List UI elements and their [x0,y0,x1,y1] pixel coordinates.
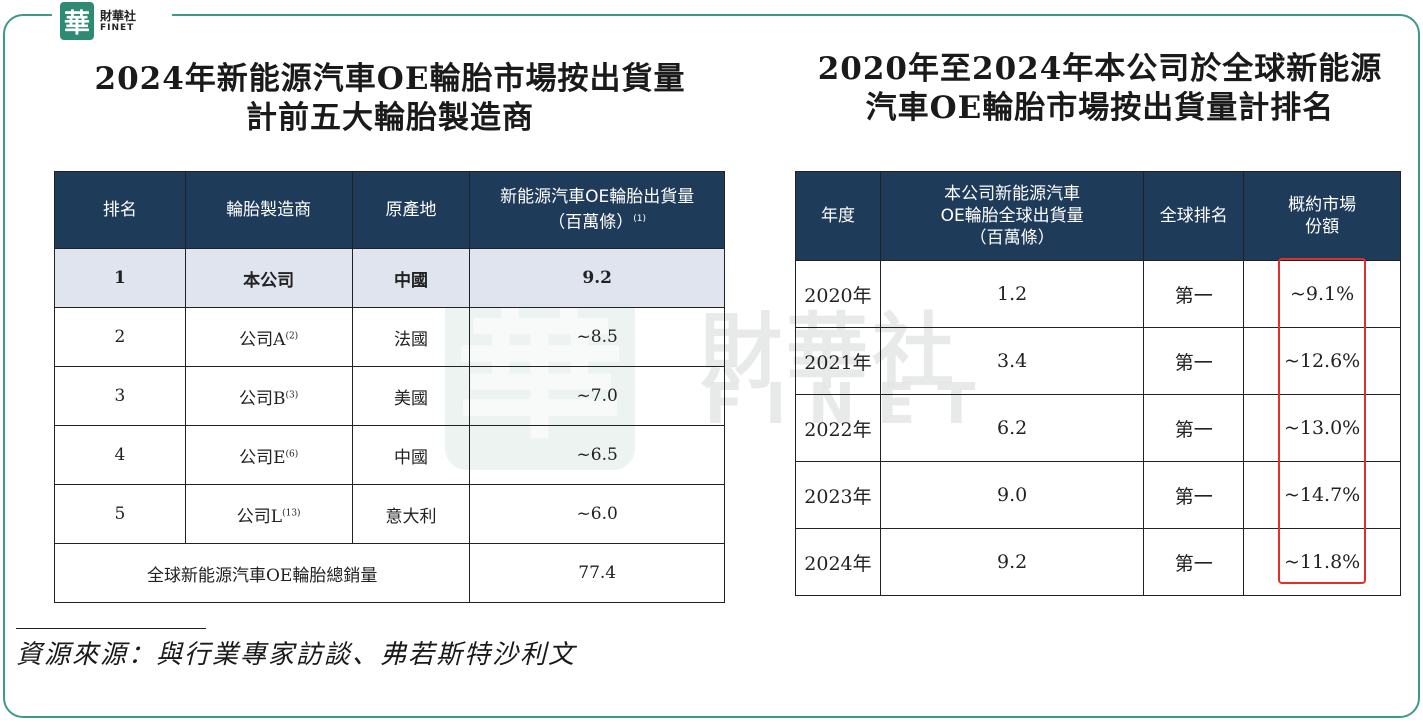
left-title-line1: 2024年新能源汽車OE輪胎市場按出貨量 [94,61,686,97]
rank-cell: 第一 [1143,260,1245,328]
total-row: 全球新能源汽車OE輪胎總銷量 77.4 [53,543,725,603]
table-row: 2021年 3.4 第一 ~12.6% [795,327,1401,395]
total-value-cell: 77.4 [469,543,725,603]
rank-cell: 2 [54,307,186,367]
header-share-line1: 概約市場 [1288,195,1357,215]
table-header-row: 年度 本公司新能源汽車 OE輪胎全球出貨量 （百萬條） 全球排名 概約市場 份額 [795,171,1401,261]
header-shipments-line3: （百萬條） [969,228,1055,248]
company-ranking-table: 年度 本公司新能源汽車 OE輪胎全球出貨量 （百萬條） 全球排名 概約市場 份額… [795,171,1401,596]
shipments-cell: 9.0 [879,461,1145,529]
rank-cell: 第一 [1143,327,1245,395]
header-shipments-note: (1) [633,214,647,225]
value-cell: ~6.0 [469,484,725,544]
shipments-cell: 9.2 [879,528,1145,596]
table-row: 3 公司B(3) 美國 ~7.0 [54,366,725,426]
maker-cell: 公司A(2) [184,307,353,367]
rank-cell: 第一 [1143,528,1245,596]
share-cell: ~11.8% [1243,528,1401,596]
table-row: 2 公司A(2) 法國 ~8.5 [54,307,725,367]
page-frame [3,14,1420,718]
table-row: 2023年 9.0 第一 ~14.7% [795,461,1401,529]
logo-mark-icon: 華 [60,2,94,40]
total-label-cell: 全球新能源汽車OE輪胎總銷量 [53,543,471,603]
table-row: 2024年 9.2 第一 ~11.8% [795,528,1401,596]
value-cell: ~6.5 [469,425,725,485]
share-cell: ~12.6% [1243,327,1401,395]
rank-cell: 第一 [1143,461,1245,529]
year-cell: 2022年 [795,394,881,462]
maker-cell: 公司B(3) [184,366,353,426]
header-share-line2: 份額 [1305,217,1340,237]
table-row: 4 公司E(6) 中國 ~6.5 [54,425,725,485]
header-shipments-line1: 本公司新能源汽車 [944,184,1081,204]
market-share-highlight-box [1278,258,1366,584]
year-cell: 2021年 [795,327,881,395]
right-title-line2: 汽車OE輪胎市場按出貨量計排名 [865,90,1335,126]
rank-cell: 4 [54,425,186,485]
value-cell: ~7.0 [469,366,725,426]
year-cell: 2024年 [795,528,881,596]
footnote-divider [16,628,206,629]
maker-cell: 公司E(6) [184,425,353,485]
year-cell: 2023年 [795,461,881,529]
rank-cell: 1 [54,248,186,308]
rank-cell: 3 [54,366,186,426]
right-table-title: 2020年至2024年本公司於全球新能源 汽車OE輪胎市場按出貨量計排名 [760,50,1423,128]
value-cell: 9.2 [469,248,725,308]
shipments-cell: 1.2 [879,260,1145,328]
header-maker: 輪胎製造商 [184,171,353,249]
logo-name-cn: 財華社 [100,8,137,23]
origin-cell: 美國 [351,366,471,426]
right-title-line1: 2020年至2024年本公司於全球新能源 [817,51,1383,87]
origin-cell: 意大利 [351,484,471,544]
header-global-rank: 全球排名 [1143,171,1245,261]
shipments-cell: 3.4 [879,327,1145,395]
header-shipments: 新能源汽車OE輪胎出貨量 （百萬條）(1) [469,171,725,249]
rank-cell: 第一 [1143,394,1245,462]
header-market-share: 概約市場 份額 [1243,171,1401,261]
left-table-title: 2024年新能源汽車OE輪胎市場按出貨量 計前五大輪胎製造商 [40,60,740,138]
header-origin: 原產地 [351,171,471,249]
table-row: 5 公司L(13) 意大利 ~6.0 [54,484,725,544]
header-rank: 排名 [54,171,186,249]
header-shipments-line2: （百萬條） [548,212,634,233]
header-shipments-line2: OE輪胎全球出貨量 [940,206,1084,226]
shipments-cell: 6.2 [879,394,1145,462]
top-five-manufacturers-table: 排名 輪胎製造商 原產地 新能源汽車OE輪胎出貨量 （百萬條）(1) 1 本公司… [53,171,725,603]
rank-cell: 5 [54,484,186,544]
table-row: 2022年 6.2 第一 ~13.0% [795,394,1401,462]
table-header-row: 排名 輪胎製造商 原產地 新能源汽車OE輪胎出貨量 （百萬條）(1) [54,171,725,249]
header-year: 年度 [795,171,881,261]
year-cell: 2020年 [795,260,881,328]
maker-cell: 本公司 [184,248,353,308]
origin-cell: 中國 [351,425,471,485]
table-row: 1 本公司 中國 9.2 [54,248,725,308]
left-title-line2: 計前五大輪胎製造商 [246,100,534,136]
logo-name-en: FINET [100,22,135,33]
share-cell: ~14.7% [1243,461,1401,529]
share-cell: ~9.1% [1243,260,1401,328]
origin-cell: 中國 [351,248,471,308]
source-note: 資源來源：與行業專家訪談、弗若斯特沙利文 [16,640,577,670]
value-cell: ~8.5 [469,307,725,367]
header-shipments-line1: 新能源汽車OE輪胎出貨量 [500,187,695,208]
finet-logo: 華 財華社 FINET [52,0,172,42]
share-cell: ~13.0% [1243,394,1401,462]
header-shipments: 本公司新能源汽車 OE輪胎全球出貨量 （百萬條） [879,171,1145,261]
table-row: 2020年 1.2 第一 ~9.1% [795,260,1401,328]
origin-cell: 法國 [351,307,471,367]
maker-cell: 公司L(13) [184,484,353,544]
